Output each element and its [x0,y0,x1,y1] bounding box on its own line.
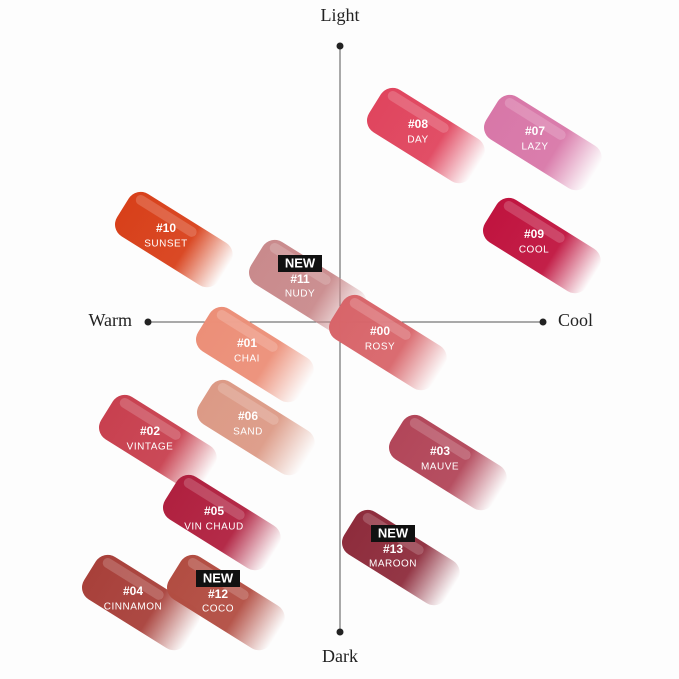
swatch-number: #06 [238,409,258,423]
swatch-number: #09 [524,227,544,241]
swatch-fill [163,474,281,571]
swatch: #10 SUNSET [115,191,233,288]
axis-label-left: Warm [88,310,132,330]
swatch-highlight [387,91,449,133]
swatch: #02 VINTAGE [99,394,217,491]
swatch-number: #07 [525,124,545,138]
swatch-shape [329,294,447,391]
new-badge-text: NEW [378,525,409,540]
swatch-fill [82,554,200,651]
swatch-fill [483,197,601,294]
axis-label-right: Cool [558,310,593,330]
swatch-fill [484,94,602,191]
axis-dot [336,42,344,50]
axis-label-top: Light [321,5,360,25]
swatch: NEW #12 COCO [167,554,285,651]
swatch-highlight [135,195,197,237]
swatch: #03 MAUVE [389,414,507,511]
swatch-highlight [119,398,181,440]
swatch-highlight [183,478,245,520]
swatch: #05 VIN CHAUD [163,474,281,571]
swatch-number: #04 [123,584,143,598]
swatch-fill [99,394,217,491]
swatch-name: CINNAMON [104,602,162,613]
swatch-name: ROSY [365,342,395,353]
swatch-fill [115,191,233,288]
swatch-number: #08 [408,117,428,131]
swatch-highlight [349,298,411,340]
swatch-number: #00 [370,324,390,338]
swatch-highlight [217,383,279,425]
swatch-shape [367,87,485,184]
swatch-fill [389,414,507,511]
swatch-highlight [216,310,278,352]
swatch: #04 CINNAMON [82,554,200,651]
swatch-shape [389,414,507,511]
swatch-shape [82,554,200,651]
swatch-number: #13 [383,542,403,556]
swatch-number: #10 [156,221,176,235]
swatch-number: #05 [204,504,224,518]
swatch-number: #02 [140,424,160,438]
axis-dot [144,318,152,326]
swatch: NEW #13 MAROON [342,509,460,606]
axis-dot [539,318,547,326]
swatch-number: #12 [208,587,228,601]
swatch: #07 LAZY [484,94,602,191]
swatch-highlight [503,201,565,243]
swatch-shape [197,379,315,476]
new-badge [371,525,415,542]
swatch-name: VIN CHAUD [184,522,244,533]
swatch-shape [163,474,281,571]
axis-label-bottom: Dark [322,646,358,666]
swatch-shape [484,94,602,191]
swatch: #01 CHAI [196,306,314,403]
swatch-shape [99,394,217,491]
swatch-fill [197,379,315,476]
swatch-name: SAND [233,427,263,438]
swatch-name: VINTAGE [127,442,174,453]
axis-dot [336,628,344,636]
swatch-name: CHAI [234,354,260,365]
swatch-number: #01 [237,336,257,350]
swatch-highlight [102,558,164,600]
swatch: #06 SAND [197,379,315,476]
swatch-fill [196,306,314,403]
swatch-name: COOL [519,245,549,256]
swatch-number: #03 [430,444,450,458]
swatch-shape [196,306,314,403]
swatch: #00 ROSY [329,294,447,391]
swatch: #09 COOL [483,197,601,294]
swatch-name: SUNSET [144,239,188,250]
swatch-fill [329,294,447,391]
swatch-name: MAUVE [421,462,459,473]
swatch-name: MAROON [369,559,417,570]
swatch-name: LAZY [521,142,548,153]
swatch-name: NUDY [285,289,315,300]
swatch-shape [115,191,233,288]
swatch-name: DAY [407,135,428,146]
swatch-number: #11 [290,272,310,286]
swatch-highlight [409,418,471,460]
new-badge-text: NEW [285,255,316,270]
swatch-shape [483,197,601,294]
swatch: #08 DAY [367,87,485,184]
swatch-name: COCO [202,604,234,615]
swatch-highlight [504,98,566,140]
new-badge [278,255,322,272]
new-badge [196,570,240,587]
swatch-fill [367,87,485,184]
new-badge-text: NEW [203,570,234,585]
swatches: #08 DAY #07 LAZY #09 COOL #10 SUNSET NEW #11 NUDY #… [82,87,602,651]
